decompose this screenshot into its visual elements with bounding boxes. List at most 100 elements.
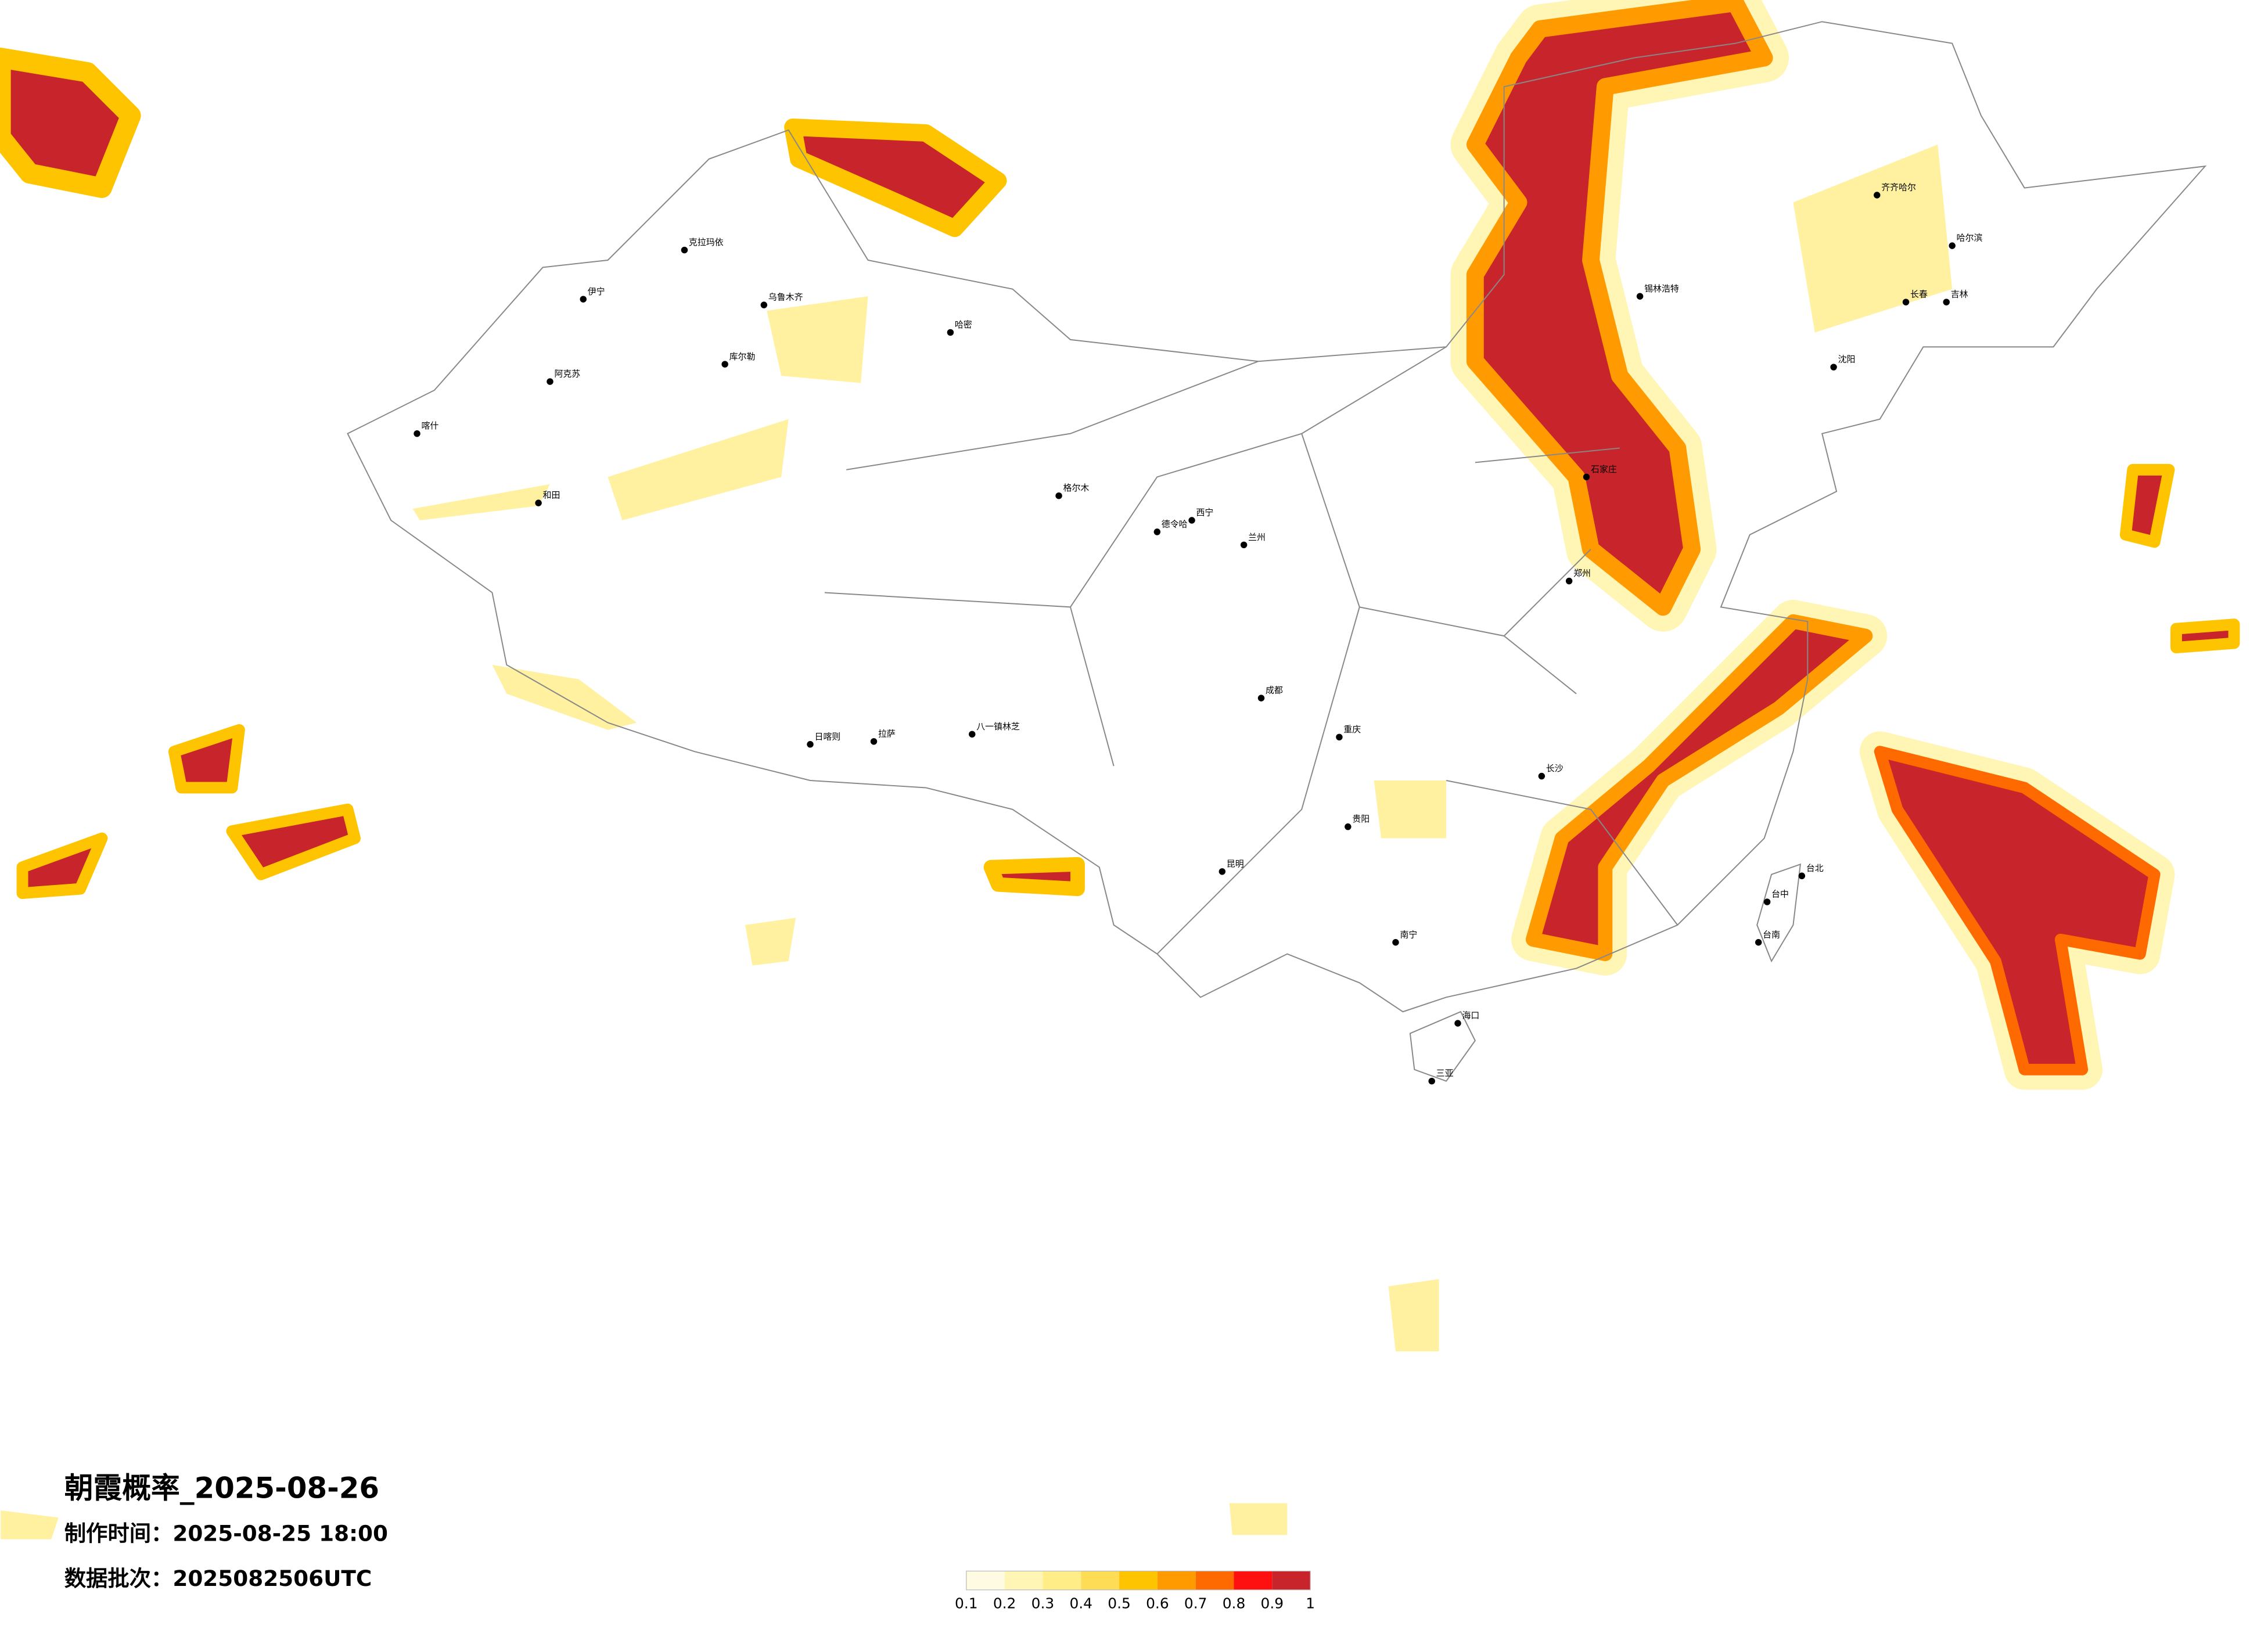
colorbar: 0.1 0.2 0.3 0.4 0.5 0.6 0.7 0.8 0.9 1 xyxy=(955,1570,1315,1612)
heat-blob xyxy=(767,296,868,383)
city-dot xyxy=(547,378,553,385)
heat-blob xyxy=(784,118,1007,238)
legend-tick-label: 0.1 xyxy=(955,1595,978,1612)
city-dot xyxy=(947,329,954,336)
heat-blob xyxy=(745,918,796,966)
heat-blob xyxy=(1525,614,1873,962)
legend-tick-label: 0.2 xyxy=(993,1595,1016,1612)
legend-swatch xyxy=(1157,1571,1196,1590)
legend-tick-label: 0.9 xyxy=(1261,1595,1284,1612)
city-label: 锡林浩特 xyxy=(1644,283,1679,294)
legend-tick-label: 0.3 xyxy=(1031,1595,1055,1612)
city-dot xyxy=(1219,868,1226,875)
legend-tick-label: 0.4 xyxy=(1069,1595,1092,1612)
city-label: 郑州 xyxy=(1573,568,1591,578)
city-label: 台中 xyxy=(1771,889,1789,900)
city-dot xyxy=(1902,298,1910,305)
legend-frame xyxy=(966,1570,1311,1591)
city-label: 海口 xyxy=(1462,1010,1479,1021)
city-label: 乌鲁木齐 xyxy=(768,292,803,303)
city-dot xyxy=(1188,517,1195,524)
heat-blob xyxy=(2170,618,2240,653)
legend-tick-label: 0.7 xyxy=(1184,1595,1207,1612)
heat-blob xyxy=(168,724,245,794)
city-label: 台南 xyxy=(1763,929,1780,940)
city-dot xyxy=(1257,695,1265,702)
legend-swatch xyxy=(1004,1571,1043,1590)
legend-swatch xyxy=(1272,1571,1311,1590)
city-dot xyxy=(535,499,542,506)
city-label: 拉萨 xyxy=(878,728,896,739)
heat-blob xyxy=(1388,1279,1439,1352)
heat-blob xyxy=(412,484,550,520)
city-dot xyxy=(1798,872,1806,879)
city-label: 三亚 xyxy=(1436,1068,1454,1078)
legend-swatch xyxy=(1081,1571,1120,1590)
heat-blob xyxy=(2119,463,2175,548)
legend-tick-label: 1 xyxy=(1306,1595,1315,1612)
city-label: 克拉玛依 xyxy=(689,237,724,247)
legend-swatch xyxy=(1195,1571,1234,1590)
city-label: 哈密 xyxy=(955,319,972,330)
heat-blob xyxy=(0,48,141,198)
city-label: 长春 xyxy=(1910,289,1928,300)
city-label: 齐齐哈尔 xyxy=(1881,182,1916,193)
city-label: 沈阳 xyxy=(1838,354,1856,365)
city-dot xyxy=(721,361,728,368)
city-label: 和田 xyxy=(543,490,560,501)
city-label: 成都 xyxy=(1266,685,1283,696)
heat-blob xyxy=(16,832,108,900)
heat-blob xyxy=(608,419,789,520)
heat-layer xyxy=(0,0,2240,1539)
city-dot xyxy=(870,738,878,745)
city-dot xyxy=(969,731,976,738)
country-outline xyxy=(347,21,2207,1013)
city-label: 伊宁 xyxy=(588,286,605,297)
city-label: 西宁 xyxy=(1196,508,1214,518)
city-dot xyxy=(807,741,814,748)
province-border xyxy=(824,346,1678,955)
city-label: 德令哈 xyxy=(1162,519,1188,529)
city-label: 吉林 xyxy=(1951,289,1968,300)
city-label: 日喀则 xyxy=(814,731,840,742)
legend-swatch xyxy=(966,1571,1005,1590)
heat-blob xyxy=(1374,780,1447,839)
city-label: 南宁 xyxy=(1400,929,1417,940)
heat-blob xyxy=(983,857,1085,897)
heat-blob xyxy=(1793,144,1953,333)
city-dot xyxy=(1240,541,1248,549)
city-dot xyxy=(760,301,768,308)
city-dot xyxy=(1538,772,1545,780)
city-dot xyxy=(1583,473,1590,481)
city-dot xyxy=(1345,823,1352,830)
city-label: 哈尔滨 xyxy=(1957,233,1983,243)
city-dot xyxy=(1392,939,1399,946)
city-label: 库尔勒 xyxy=(729,351,756,362)
city-dot xyxy=(580,296,587,303)
city-label: 台北 xyxy=(1806,863,1824,873)
city-label: 格尔木 xyxy=(1063,483,1090,493)
legend-swatch xyxy=(1043,1571,1081,1590)
island-outline xyxy=(1756,863,1802,963)
city-label: 长沙 xyxy=(1546,763,1563,774)
city-dot xyxy=(681,246,688,254)
data-batch: 数据批次：2025082506UTC xyxy=(64,1566,372,1591)
city-dot xyxy=(1763,898,1771,905)
city-label: 八一镇林芝 xyxy=(976,721,1020,732)
heat-blob xyxy=(1874,746,2161,1075)
legend-swatch xyxy=(1119,1571,1158,1590)
city-dot xyxy=(1336,733,1343,741)
legend-tick-label: 0.6 xyxy=(1146,1595,1169,1612)
borders xyxy=(347,21,2207,1082)
city-dot xyxy=(1949,242,1956,249)
map-title: 朝霞概率_2025-08-26 xyxy=(64,1472,379,1505)
city-label: 阿克苏 xyxy=(554,369,580,379)
city-dot xyxy=(414,430,420,437)
production-time: 制作时间：2025-08-25 18:00 xyxy=(64,1521,388,1546)
city-dot xyxy=(1636,293,1644,300)
city-dot xyxy=(1153,528,1161,535)
city-label: 喀什 xyxy=(421,420,438,431)
